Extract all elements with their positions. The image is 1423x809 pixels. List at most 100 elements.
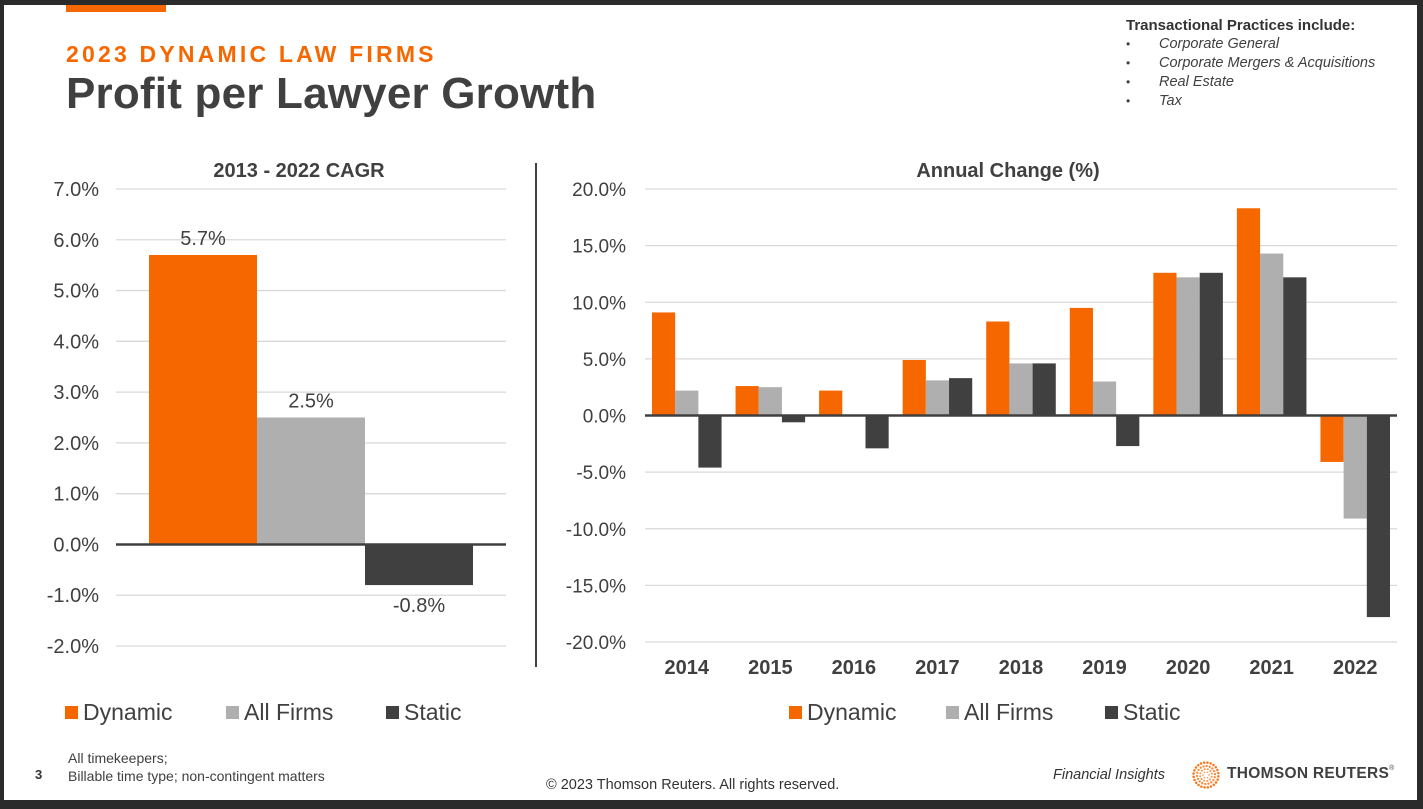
logo-dot	[1204, 782, 1207, 786]
y-tick-label: 10.0%	[572, 293, 626, 314]
logo-dot	[1201, 782, 1204, 785]
bar-all-firms-2014	[675, 390, 699, 416]
legend-item-static: Static	[1105, 699, 1181, 726]
logo-dot	[1196, 777, 1200, 781]
note-item: • Real Estate	[1126, 73, 1375, 92]
bullet-icon: •	[1126, 37, 1131, 51]
x-tick-label: 2020	[1166, 657, 1211, 679]
cagr-data-labels: 5.7% 2.5% -0.8%	[180, 228, 445, 617]
logo-dot	[1197, 783, 1200, 787]
logo-dot	[1206, 776, 1209, 779]
x-tick-label: 2018	[999, 657, 1044, 679]
logo-dot	[1213, 776, 1216, 779]
logo-dot	[1210, 781, 1213, 784]
bar-dynamic-2014	[652, 312, 676, 416]
bullet-icon: •	[1126, 75, 1131, 89]
bar-static-2019	[1116, 415, 1140, 447]
logo-dot	[1208, 774, 1210, 776]
y-tick-label: -20.0%	[566, 633, 626, 654]
logo-dot	[1206, 768, 1209, 771]
logo-dot	[1192, 772, 1195, 775]
logo-dot	[1209, 762, 1212, 765]
logo-dot	[1206, 771, 1209, 774]
bar-static-2017	[949, 378, 973, 416]
annual-chart-title: Annual Change (%)	[916, 160, 1099, 182]
bar-all-firms-2015	[758, 387, 782, 416]
logo-dot	[1216, 778, 1219, 781]
legend-swatch-all-firms	[946, 706, 959, 719]
logo-dot	[1203, 779, 1206, 782]
legend-item-dynamic: Dynamic	[789, 699, 896, 726]
logo-dot	[1212, 778, 1215, 782]
chart-divider	[535, 163, 537, 667]
y-tick-label: 5.0%	[53, 281, 99, 303]
bar-all-firms-2022	[1343, 415, 1367, 519]
logo-dot	[1208, 765, 1211, 768]
annual-y-axis: 20.0% 15.0% 10.0% 5.0% 0.0% -5.0% -10.0% -15.0%…	[566, 180, 626, 654]
logo-dot	[1193, 769, 1196, 772]
logo-dot	[1200, 769, 1203, 772]
bar-dynamic-2019	[1069, 307, 1093, 416]
y-tick-label: 7.0%	[53, 179, 99, 201]
logo-dot	[1207, 782, 1210, 785]
y-tick-label: -1.0%	[47, 585, 99, 607]
annual-x-axis: 2014 2015 2016 2017 2018 2019 2020 2021 2022	[665, 657, 1378, 679]
legend-label: Dynamic	[83, 699, 173, 725]
legend-label: Static	[1123, 699, 1181, 725]
x-tick-label: 2015	[748, 657, 793, 679]
y-tick-label: 6.0%	[53, 230, 99, 252]
charts-canvas: 2013 - 2022 CAGR 7.0% 6.0% 5.0% 4.0% 3.0% 2.0…	[47, 160, 1397, 679]
x-tick-label: 2016	[832, 657, 877, 679]
bar-static-2015	[781, 415, 806, 423]
note-item-text: Corporate General	[1159, 36, 1280, 52]
y-tick-label: -15.0%	[566, 576, 626, 597]
bullet-icon: •	[1126, 56, 1131, 70]
bar-dynamic-2016	[819, 390, 843, 416]
logo-dot	[1199, 772, 1202, 775]
data-label-dynamic: 5.7%	[180, 228, 226, 250]
legend-label: All Firms	[964, 699, 1054, 725]
legend-swatch-all-firms	[226, 706, 239, 719]
x-tick-label: 2022	[1333, 657, 1378, 679]
logo-dot	[1205, 764, 1208, 768]
logo-dot	[1206, 786, 1210, 789]
bar-static-2018	[1032, 363, 1056, 416]
bar-dynamic-2015	[735, 386, 759, 416]
legend-swatch-static	[386, 706, 399, 719]
logo-dot	[1203, 768, 1206, 771]
bar-static-2014	[698, 415, 722, 468]
logo-dot	[1202, 765, 1205, 768]
bar-static-2016	[865, 415, 889, 449]
note-list: • Corporate General • Corporate Mergers & …	[1126, 35, 1375, 111]
footnote: All timekeepers; Billable time type; non…	[68, 749, 325, 785]
legend-item-all-firms: All Firms	[946, 699, 1053, 726]
logo-dot	[1199, 762, 1203, 765]
note-heading: Transactional Practices include:	[1126, 17, 1356, 34]
bar-all-firms-2013-2022	[257, 417, 365, 545]
slide-title: Profit per Lawyer Growth	[66, 69, 597, 118]
logo-dot	[1206, 779, 1209, 782]
logo-dot	[1210, 775, 1213, 778]
logo-dot	[1192, 775, 1195, 779]
note-item-text: Corporate Mergers & Acquisitions	[1159, 55, 1376, 71]
bar-static-2022	[1366, 415, 1390, 618]
bar-dynamic-2018	[986, 321, 1010, 416]
page-number: 3	[35, 767, 43, 782]
bullet-icon: •	[1126, 94, 1131, 108]
logo-dot	[1216, 768, 1219, 772]
cagr-chart-title: 2013 - 2022 CAGR	[213, 160, 385, 182]
thomson-reuters-logo-icon	[1192, 761, 1220, 789]
logo-dot	[1217, 775, 1220, 778]
logo-dot	[1212, 783, 1216, 787]
bar-static-2013-2022	[365, 544, 473, 586]
logo-dot	[1199, 766, 1202, 769]
y-tick-label: -2.0%	[47, 636, 99, 658]
registered-mark: ®	[1389, 765, 1395, 772]
bar-all-firms-2018	[1009, 363, 1033, 416]
cagr-chart: 2013 - 2022 CAGR 7.0% 6.0% 5.0% 4.0% 3.0% 2.0…	[47, 160, 506, 658]
logo-dot	[1194, 781, 1198, 785]
logo-dot	[1203, 786, 1206, 789]
y-tick-label: 20.0%	[572, 180, 626, 201]
cagr-bars	[116, 255, 506, 586]
logo-dot	[1193, 778, 1196, 782]
